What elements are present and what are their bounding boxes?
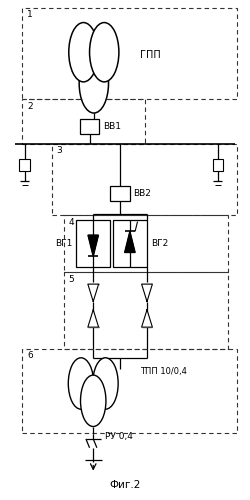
Polygon shape [88,310,99,327]
Text: Фиг.2: Фиг.2 [109,480,141,490]
Polygon shape [142,310,152,327]
Text: ВВ2: ВВ2 [134,188,152,198]
Text: 5: 5 [69,274,74,283]
Text: 4: 4 [69,218,74,227]
Text: ТПП 10/0,4: ТПП 10/0,4 [140,366,186,376]
Bar [22,8,238,99]
Text: ВГ2: ВГ2 [151,240,168,248]
Bar [76,220,110,268]
Text: ГПП: ГПП [140,50,160,59]
Bar [22,349,238,433]
Bar [22,99,144,144]
Circle shape [93,358,118,409]
Bar [52,144,238,216]
Circle shape [90,22,119,82]
Polygon shape [142,284,152,302]
Text: 2: 2 [27,102,33,110]
Text: 3: 3 [56,146,62,155]
Polygon shape [88,235,99,256]
Bar [20,158,30,171]
Bar [80,119,99,134]
Polygon shape [125,232,135,252]
Text: 6: 6 [27,352,33,360]
Text: РУ 0,4: РУ 0,4 [106,432,133,441]
Bar [64,272,228,349]
Text: 1: 1 [27,10,33,19]
Polygon shape [88,284,99,302]
Bar [113,220,147,268]
Bar [110,186,130,200]
Bar [64,216,228,272]
Text: ВГ1: ВГ1 [55,240,72,248]
Circle shape [79,54,108,113]
Circle shape [80,375,106,426]
Bar [212,158,223,171]
Text: ВВ1: ВВ1 [103,122,121,131]
Circle shape [68,358,94,409]
Circle shape [69,22,98,82]
